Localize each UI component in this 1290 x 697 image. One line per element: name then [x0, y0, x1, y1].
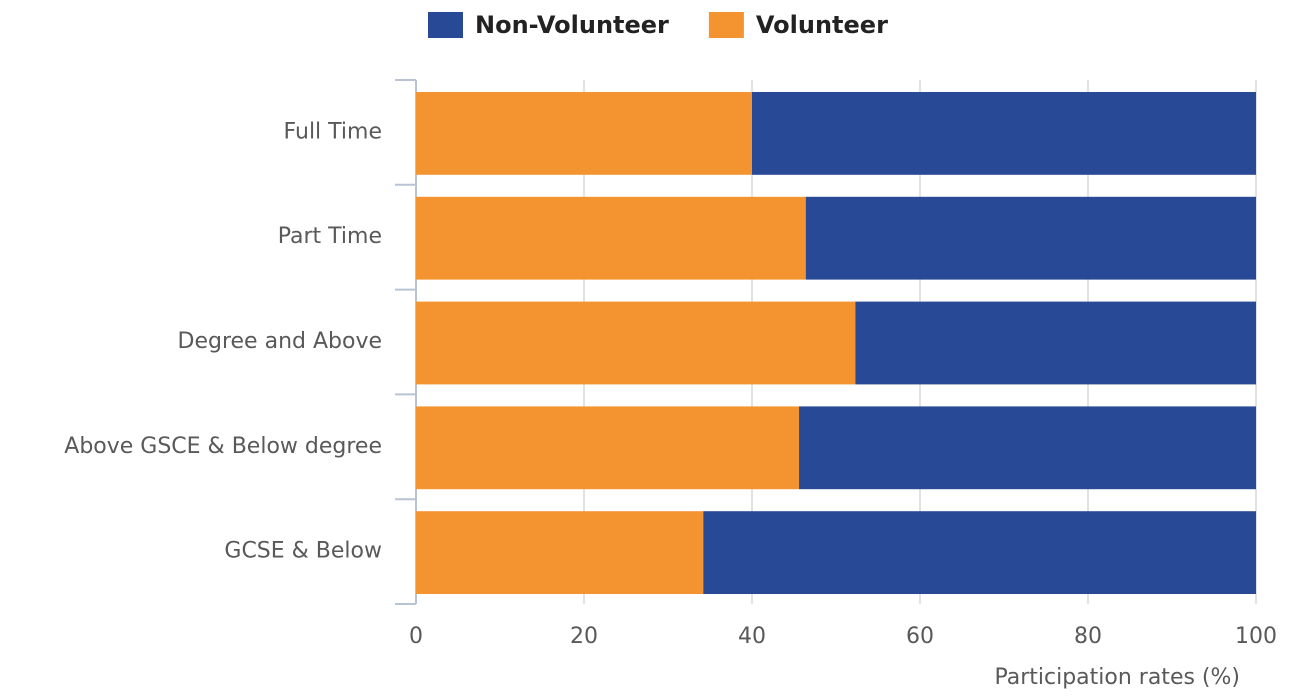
- bar-segment: [416, 196, 806, 280]
- bar-segment: [752, 92, 1256, 175]
- bar-segment: [416, 406, 800, 490]
- bar-segment: [416, 511, 704, 594]
- x-tick-label: 40: [738, 624, 766, 649]
- bar-segment: [703, 511, 1256, 594]
- x-tick-label: 60: [906, 624, 934, 649]
- y-tick-label: Part Time: [278, 224, 382, 249]
- legend-swatch: [428, 12, 463, 38]
- y-tick-label: Above GSCE & Below degree: [64, 434, 382, 459]
- bar-segment: [416, 92, 752, 175]
- bar-segment: [416, 301, 856, 385]
- x-axis-title: Participation rates (%): [994, 665, 1240, 690]
- legend-swatch: [708, 12, 744, 38]
- legend-label: Non-Volunteer: [475, 11, 669, 39]
- x-tick-label: 0: [409, 624, 423, 649]
- y-tick-label: Full Time: [284, 119, 382, 144]
- bar-segment: [799, 406, 1256, 490]
- y-tick-label: Degree and Above: [178, 329, 382, 354]
- x-tick-label: 100: [1235, 624, 1277, 649]
- bar-segment: [805, 196, 1256, 280]
- legend-label: Volunteer: [756, 11, 888, 39]
- x-tick-label: 80: [1074, 624, 1102, 649]
- y-tick-label: GCSE & Below: [224, 539, 382, 564]
- bar-segment: [855, 301, 1256, 385]
- x-tick-label: 20: [570, 624, 598, 649]
